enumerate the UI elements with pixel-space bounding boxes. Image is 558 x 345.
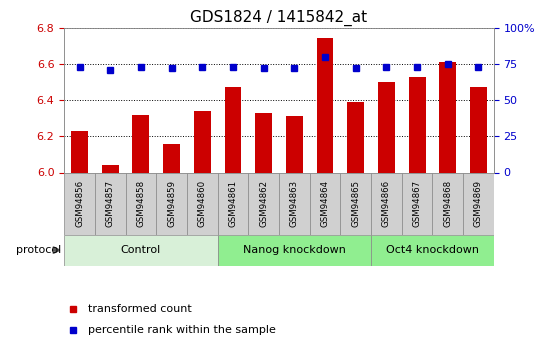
Text: transformed count: transformed count — [88, 304, 191, 314]
Bar — [470, 87, 487, 172]
Text: Nanog knockdown: Nanog knockdown — [243, 245, 346, 255]
Bar — [71, 131, 88, 172]
Bar — [279, 172, 310, 235]
Bar — [371, 235, 494, 266]
Bar — [371, 172, 402, 235]
Text: GSM94860: GSM94860 — [198, 180, 207, 227]
Text: GSM94868: GSM94868 — [443, 180, 453, 227]
Text: GSM94861: GSM94861 — [228, 180, 238, 227]
Text: GSM94864: GSM94864 — [320, 180, 330, 227]
Bar — [126, 172, 156, 235]
Bar — [218, 172, 248, 235]
Text: GSM94862: GSM94862 — [259, 180, 268, 227]
Text: protocol: protocol — [16, 245, 61, 255]
Text: GSM94867: GSM94867 — [412, 180, 422, 227]
Text: GSM94866: GSM94866 — [382, 180, 391, 227]
Bar — [255, 113, 272, 172]
Bar — [194, 111, 211, 172]
Bar — [156, 172, 187, 235]
Text: GSM94859: GSM94859 — [167, 180, 176, 227]
Text: GSM94857: GSM94857 — [105, 180, 115, 227]
Bar — [402, 172, 432, 235]
Title: GDS1824 / 1415842_at: GDS1824 / 1415842_at — [190, 10, 368, 26]
Bar — [432, 172, 463, 235]
Bar — [340, 172, 371, 235]
Text: GSM94863: GSM94863 — [290, 180, 299, 227]
Bar — [310, 172, 340, 235]
Bar — [248, 172, 279, 235]
Bar — [95, 172, 126, 235]
Bar — [463, 172, 494, 235]
Bar — [286, 116, 303, 172]
Text: GSM94865: GSM94865 — [351, 180, 360, 227]
Text: Control: Control — [121, 245, 161, 255]
Bar — [64, 235, 218, 266]
Bar — [347, 102, 364, 172]
Bar — [408, 77, 426, 172]
Bar — [378, 82, 395, 172]
Bar — [316, 38, 334, 172]
Bar — [218, 235, 371, 266]
Bar — [187, 172, 218, 235]
Bar — [439, 62, 456, 172]
Text: Oct4 knockdown: Oct4 knockdown — [386, 245, 479, 255]
Bar — [64, 172, 95, 235]
Text: GSM94856: GSM94856 — [75, 180, 84, 227]
Bar — [132, 115, 150, 172]
Text: GSM94858: GSM94858 — [136, 180, 146, 227]
Bar — [224, 87, 242, 172]
Bar — [102, 165, 119, 172]
Bar — [163, 144, 180, 172]
Text: percentile rank within the sample: percentile rank within the sample — [88, 325, 276, 335]
Text: GSM94869: GSM94869 — [474, 180, 483, 227]
